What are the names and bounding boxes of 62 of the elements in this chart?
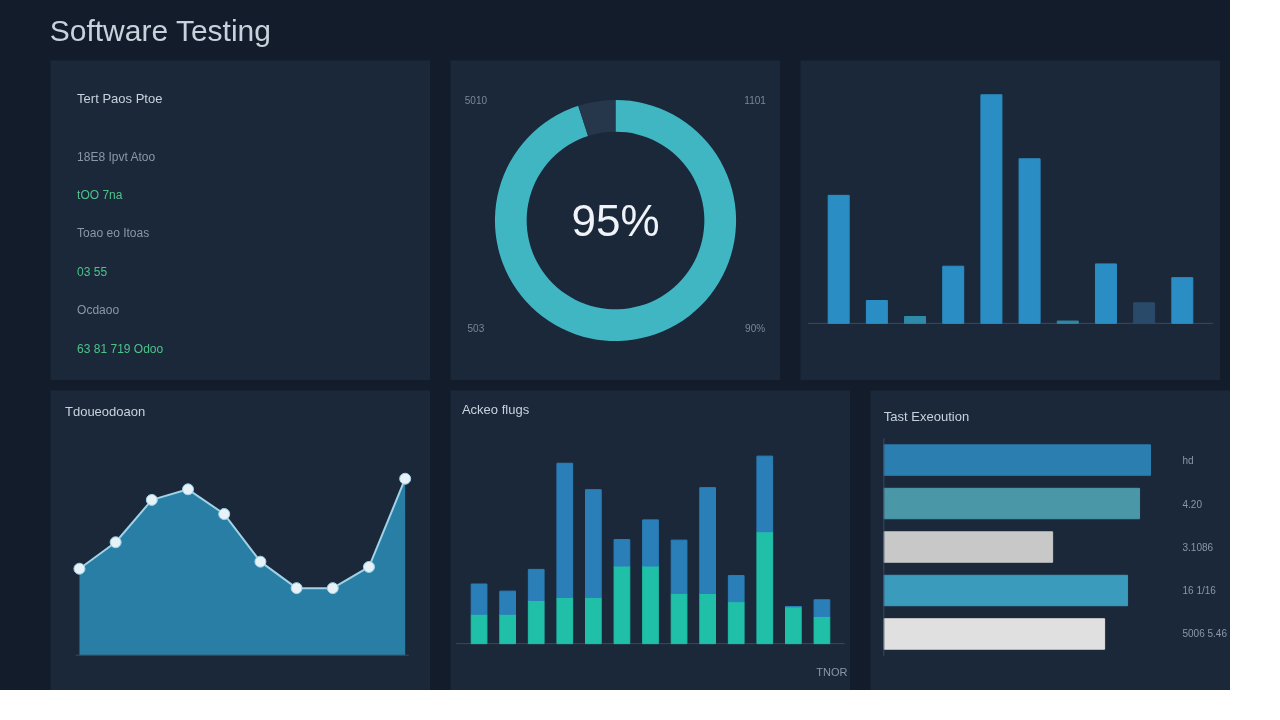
bar [499,590,516,615]
bar [642,519,659,567]
bar [904,316,927,324]
bar [556,597,574,645]
bar [470,613,488,645]
bar [813,599,831,617]
bar [883,444,1151,476]
text: 16 1/16 [1182,585,1217,596]
bar [527,600,545,645]
chart-title: Ackeo flugs [461,401,530,417]
bar [613,539,631,567]
text: 1101 [744,94,767,106]
text: Tert Paos Ptoe [77,91,163,107]
text: 5010 [464,94,488,106]
text: 63 81 719 Odoo [77,341,164,356]
bar [727,575,745,603]
bar [756,531,774,645]
bar [1094,263,1117,324]
text: 5006 5.46 [1182,628,1228,640]
text: Software Testing [49,14,271,47]
chart-title: Tast Exeoution [883,409,970,425]
bar [785,606,802,645]
bar [499,613,516,645]
bar [556,462,574,598]
bar [980,94,1003,324]
text: 3.1086 [1182,542,1214,554]
bar [883,487,1141,520]
bar [756,455,774,533]
text: 18E8 Ipvt Atoo [77,149,156,164]
bar [585,489,602,598]
bar [827,194,850,324]
chart-title: Tdoueodoaon [64,404,146,420]
text: TNOR [816,665,848,678]
bar [527,568,545,601]
data-label: 95% [571,196,660,245]
bar [642,565,659,645]
bar [470,583,488,615]
text: tOO 7na [77,187,123,202]
text: 90% [745,322,766,334]
bar [699,592,716,645]
bar [670,539,688,594]
bar [1018,158,1041,324]
text: 503 [467,323,485,335]
bar [585,597,602,645]
bar [699,487,716,594]
bar [613,565,631,645]
bar [727,601,745,645]
bar [1056,320,1079,324]
text: Ocdaoo [77,303,120,318]
bar [670,592,688,645]
bar [942,265,965,324]
text: 03 55 [77,264,108,279]
text: 4.20 [1182,498,1203,510]
bar [813,615,831,645]
bar [883,531,1054,563]
text: Toao eo Itoas [77,226,150,241]
bar [1171,277,1194,324]
bar [883,618,1106,650]
text: hd [1182,454,1194,466]
bar [883,574,1129,607]
bar [1133,302,1156,324]
bar [865,300,888,324]
